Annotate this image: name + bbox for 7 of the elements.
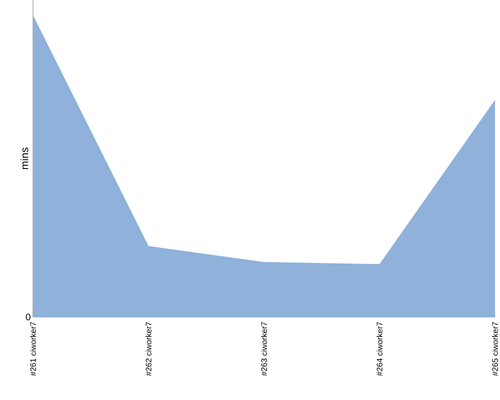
x-tick-label: #264 ciworker7: [376, 322, 382, 376]
x-tick-label: #263 ciworker7: [261, 322, 267, 376]
x-tick-label: #262 ciworker7: [146, 322, 152, 376]
x-tick-label: #265 ciworker7: [492, 322, 498, 376]
y-axis-title: mins: [20, 148, 28, 170]
annotation: 0: [26, 314, 30, 320]
x-tick-label: #261 ciworker7: [30, 322, 36, 376]
